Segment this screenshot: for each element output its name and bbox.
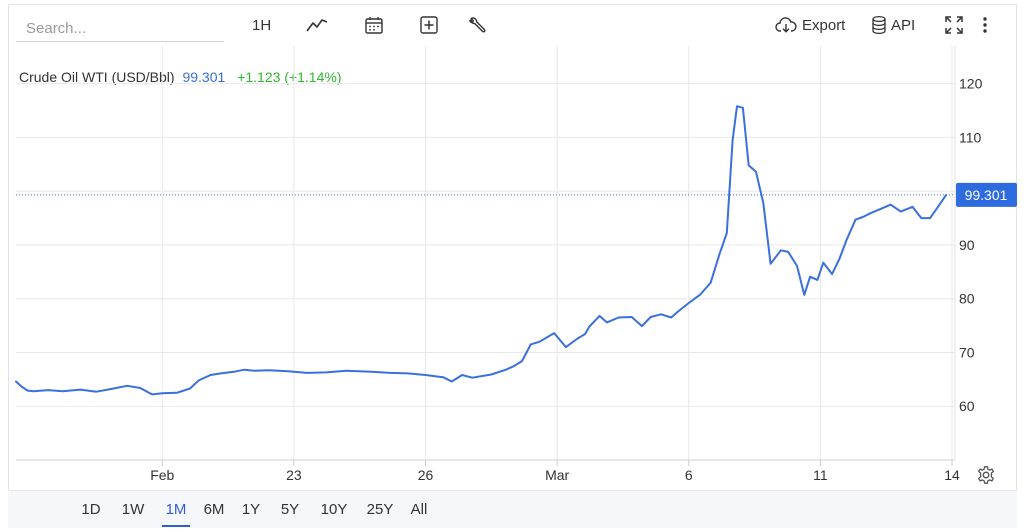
- line-chart-icon: [306, 19, 328, 32]
- range-option-6m[interactable]: 6M: [203, 501, 225, 518]
- api-button[interactable]: API: [871, 10, 915, 40]
- range-option-25y[interactable]: 25Y: [366, 501, 394, 518]
- database-icon: [872, 15, 886, 35]
- y-tick-label: 90: [959, 237, 975, 253]
- wrench-icon: [468, 17, 486, 33]
- api-label: API: [891, 16, 916, 34]
- x-tick-label: 23: [286, 467, 302, 483]
- range-selector: 1D 1W 1M 6M 1Y 5Y 10Y 25Y All: [8, 490, 1017, 528]
- fullscreen-button[interactable]: [944, 10, 964, 40]
- x-tick-label: Mar: [545, 467, 569, 483]
- more-vertical-icon: [983, 17, 987, 33]
- date-range-button[interactable]: [364, 10, 384, 40]
- gear-icon: [978, 466, 994, 484]
- range-option-1m[interactable]: 1M: [162, 491, 190, 527]
- last-price-tag: [956, 182, 1017, 207]
- y-tick-label: 70: [959, 344, 975, 360]
- range-option-1y[interactable]: 1Y: [241, 501, 261, 518]
- chart-legend: Crude Oil WTI (USD/Bbl) 99.301 +1.123 (+…: [19, 69, 341, 85]
- chart-tools-button[interactable]: [467, 10, 487, 40]
- range-option-1w[interactable]: 1W: [121, 501, 145, 518]
- plus-square-icon: [420, 16, 438, 34]
- price-series-line[interactable]: [15, 105, 948, 396]
- export-button[interactable]: Export: [775, 10, 845, 40]
- x-tick-label: 26: [418, 467, 434, 483]
- y-tick-label: 120: [959, 76, 983, 92]
- add-indicator-button[interactable]: [419, 10, 439, 40]
- line-chart-type-button[interactable]: [306, 10, 328, 40]
- chart-settings-button[interactable]: [976, 465, 996, 490]
- y-tick-label: 80: [959, 291, 975, 307]
- legend-price-change: +1.123 (+1.14%): [237, 69, 342, 85]
- search-box: [16, 12, 228, 42]
- x-tick-label: 6: [685, 467, 693, 483]
- x-tick-label: 11: [813, 467, 828, 483]
- export-label: Export: [802, 16, 846, 34]
- range-option-5y[interactable]: 5Y: [280, 501, 300, 518]
- more-options-button[interactable]: [982, 10, 988, 40]
- cloud-download-icon: [775, 17, 797, 33]
- x-tick-label: Feb: [150, 467, 174, 483]
- range-option-all[interactable]: All: [410, 501, 428, 518]
- calendar-icon: [365, 17, 383, 34]
- range-option-1d[interactable]: 1D: [81, 501, 101, 518]
- range-option-10y[interactable]: 10Y: [320, 501, 348, 518]
- search-input[interactable]: [24, 16, 228, 40]
- fullscreen-icon: [945, 16, 963, 34]
- last-price-tag-label: 99.301: [965, 187, 1008, 203]
- interval-selector[interactable]: 1H: [252, 16, 272, 34]
- price-chart[interactable]: 60 70 80 90 110 120 Feb 23 26 Mar 6 11 14 99.301: [0, 0, 1024, 490]
- legend-last-price: 99.301: [182, 69, 226, 85]
- y-tick-label: 110: [959, 129, 982, 145]
- x-tick-label: 14: [944, 467, 960, 483]
- legend-series-name: Crude Oil WTI (USD/Bbl): [19, 69, 175, 85]
- y-tick-label: 60: [959, 398, 975, 414]
